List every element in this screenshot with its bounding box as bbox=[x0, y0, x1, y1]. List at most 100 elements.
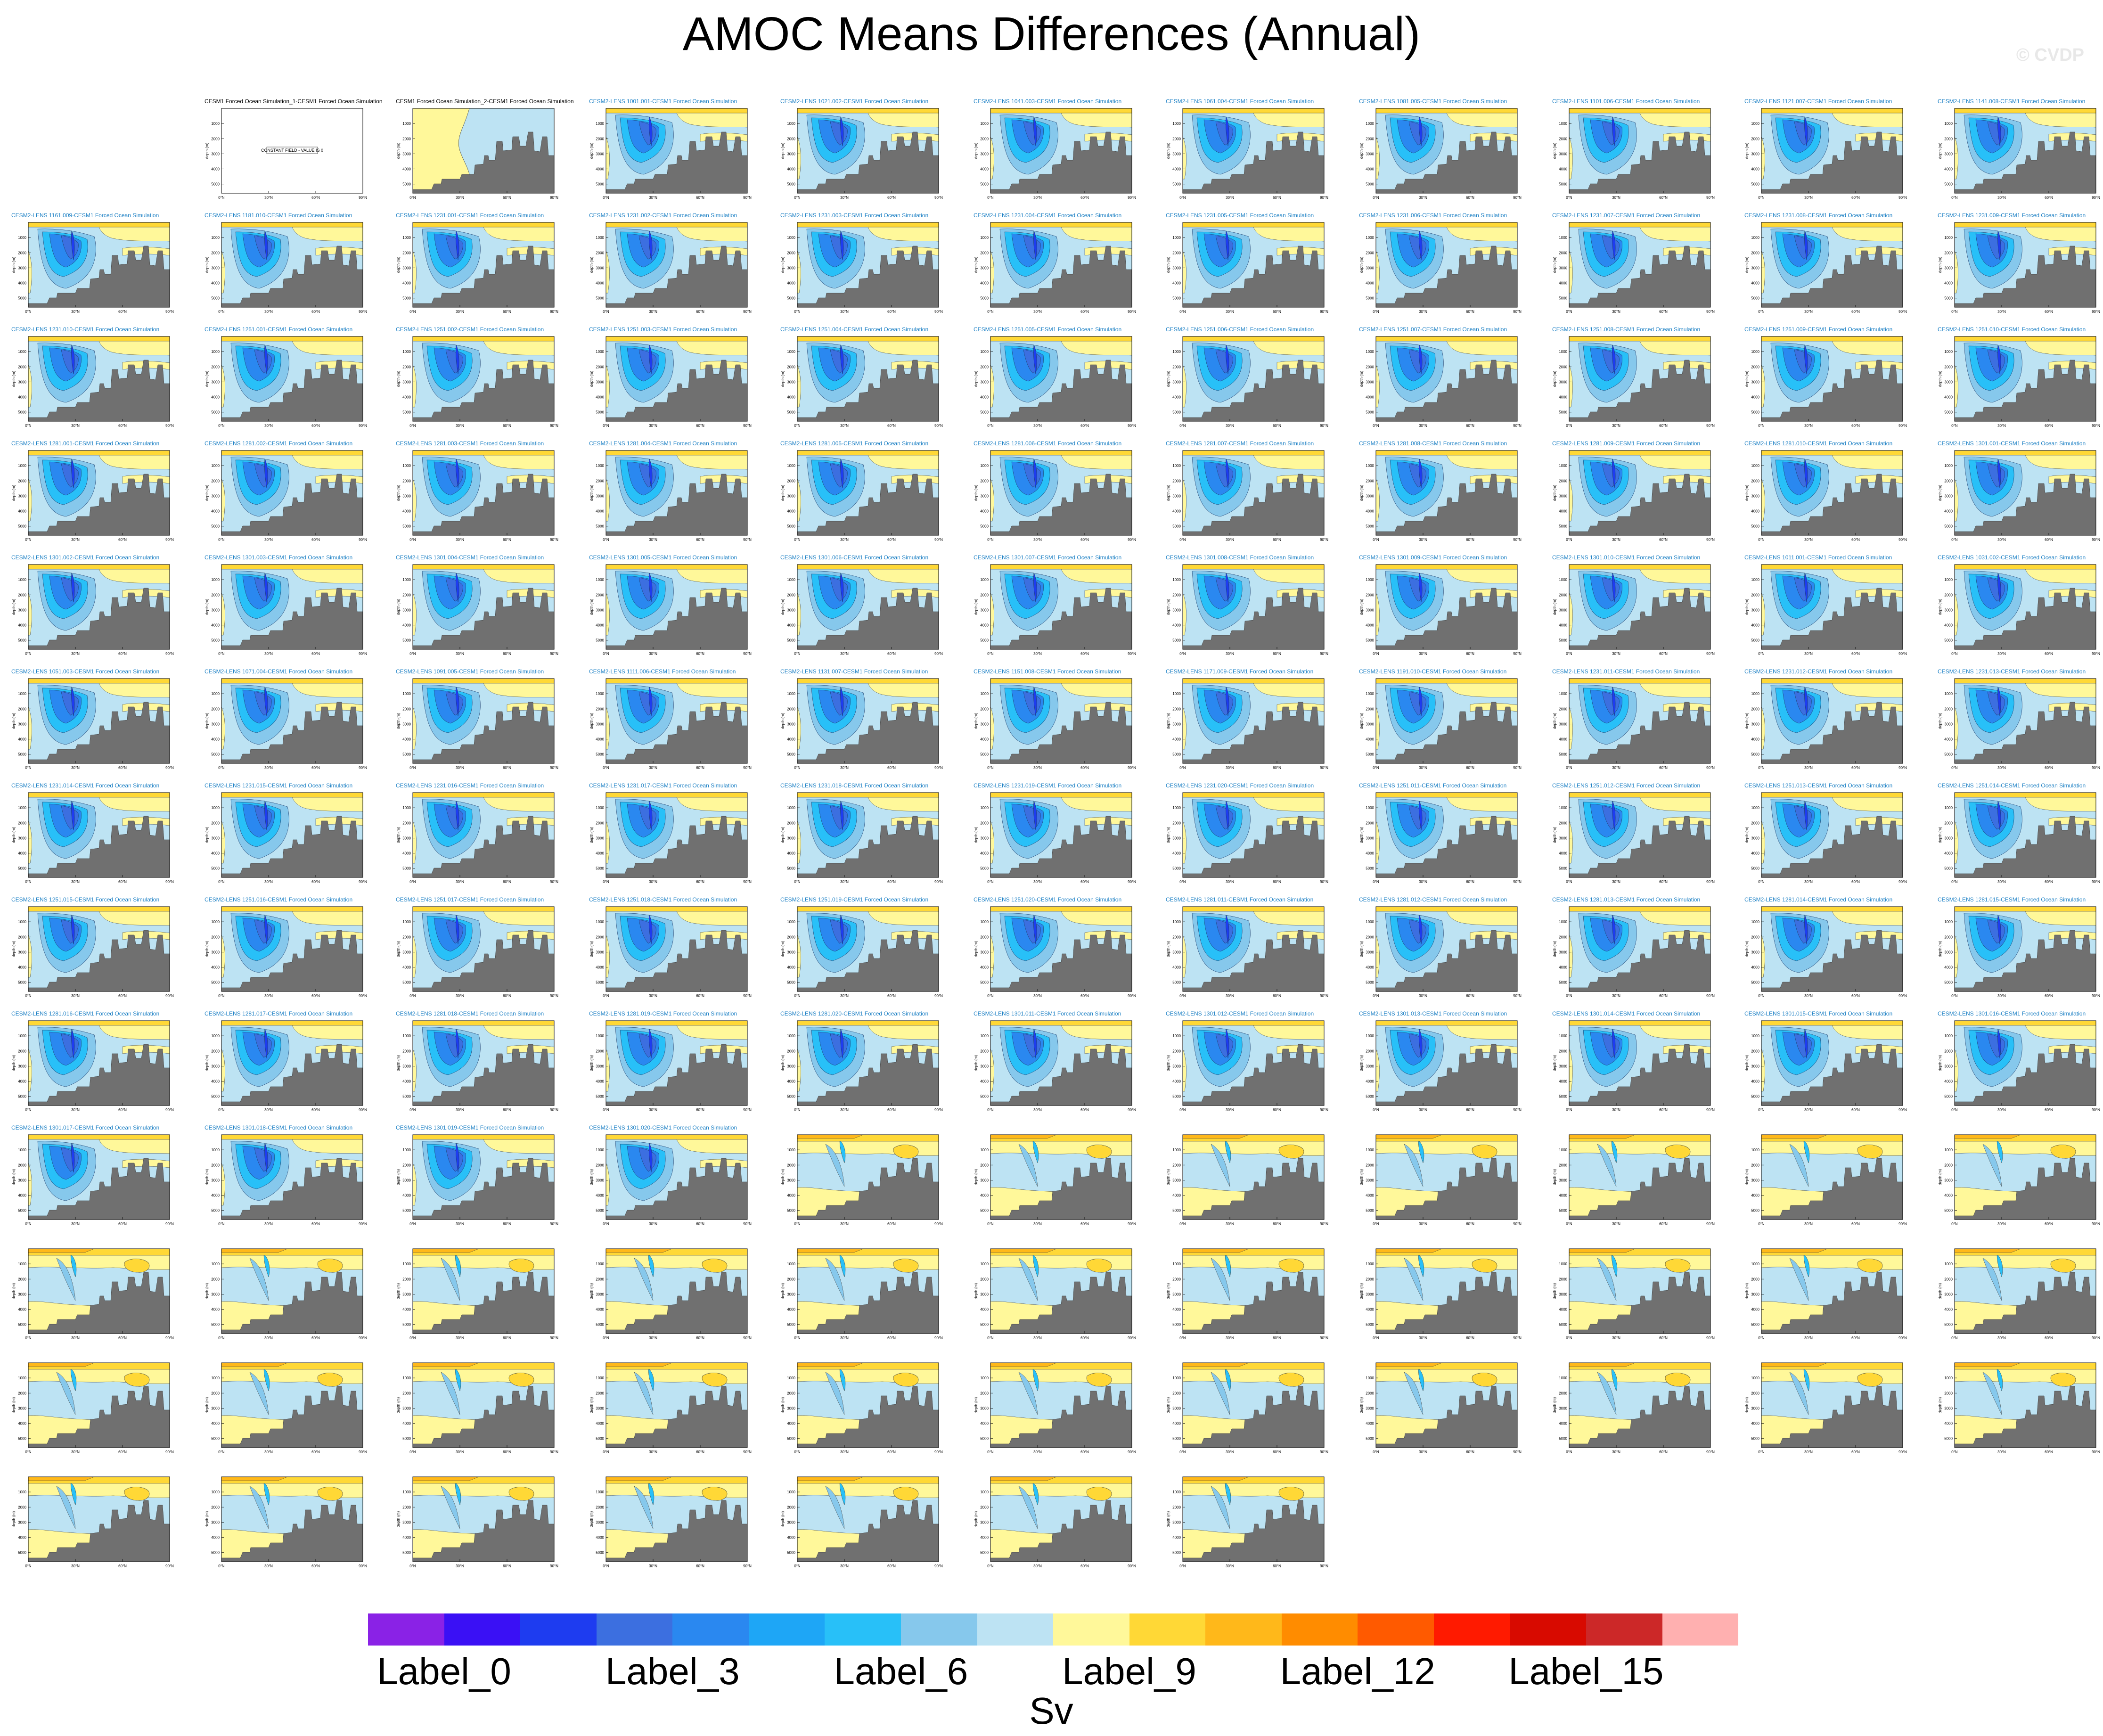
y-tick-label: 1000 bbox=[1559, 122, 1567, 126]
y-axis-label: depth (m) bbox=[781, 599, 785, 615]
y-tick-label: 2000 bbox=[1559, 365, 1567, 369]
amoc-panel: CESM2-LENS 1281.015-CESM1 Forced Ocean S… bbox=[1936, 896, 2103, 1009]
x-tick-label: 60°N bbox=[311, 196, 320, 200]
amoc-panel: CESM2-LENS 1301.017-CESM1 Forced Ocean S… bbox=[9, 1124, 202, 1237]
y-tick-label: 3000 bbox=[1751, 1064, 1759, 1068]
y-tick-label: 1000 bbox=[18, 350, 26, 354]
x-tick-label: 60°N bbox=[1659, 538, 1668, 542]
x-tick-label: 90°N bbox=[1706, 310, 1715, 314]
x-tick-label: 90°N bbox=[1128, 766, 1136, 770]
amoc-panel: CESM2-LENS 1301.006-CESM1 Forced Ocean S… bbox=[778, 554, 971, 667]
x-tick-label: 60°N bbox=[2045, 538, 2053, 542]
y-tick-label: 5000 bbox=[596, 1209, 604, 1213]
x-tick-label: 60°N bbox=[1466, 1108, 1474, 1112]
y-tick-label: 2000 bbox=[1366, 1049, 1374, 1053]
y-tick-label: 1000 bbox=[1751, 1034, 1759, 1038]
y-tick-label: 4000 bbox=[980, 623, 989, 628]
x-tick-label: 60°N bbox=[887, 538, 896, 542]
x-tick-label: 60°N bbox=[118, 538, 127, 542]
y-tick-label: 3000 bbox=[1751, 494, 1759, 498]
y-axis-label: depth (m) bbox=[1553, 1055, 1557, 1072]
x-tick-label: 30°N bbox=[840, 1108, 849, 1112]
x-tick-label: 90°N bbox=[743, 538, 752, 542]
panel-title: CESM2-LENS 1301.011-CESM1 Forced Ocean S… bbox=[974, 1010, 1121, 1017]
y-tick-label: 2000 bbox=[211, 707, 220, 711]
y-tick-label: 2000 bbox=[980, 593, 989, 597]
y-tick-label: 5000 bbox=[1172, 1437, 1181, 1441]
y-tick-label: 3000 bbox=[1172, 1520, 1181, 1524]
x-tick-label: 90°N bbox=[1320, 310, 1328, 314]
y-tick-label: 2000 bbox=[1172, 935, 1181, 939]
y-tick-label: 5000 bbox=[1172, 1551, 1181, 1555]
y-tick-label: 1000 bbox=[1172, 236, 1181, 240]
y-tick-label: 5000 bbox=[1944, 1209, 1953, 1213]
y-tick-label: 1000 bbox=[596, 692, 604, 696]
y-tick-label: 1000 bbox=[1559, 806, 1567, 810]
y-tick-label: 2000 bbox=[1944, 1049, 1953, 1053]
panel-title: CESM2-LENS 1301.020-CESM1 Forced Ocean S… bbox=[589, 1124, 737, 1131]
amoc-panel: CESM2-LENS 1191.010-CESM1 Forced Ocean S… bbox=[1357, 668, 1549, 781]
amoc-panel: CESM2-LENS 1301.020-CESM1 Forced Ocean S… bbox=[587, 1124, 779, 1237]
y-tick-label: 3000 bbox=[211, 152, 220, 156]
x-tick-label: 90°N bbox=[1513, 1336, 1522, 1340]
x-tick-label: 60°N bbox=[1466, 1450, 1474, 1454]
y-axis-label: depth (m) bbox=[1938, 485, 1942, 501]
y-tick-label: 2000 bbox=[211, 821, 220, 825]
y-tick-label: 5000 bbox=[1559, 981, 1567, 985]
x-tick-label: 60°N bbox=[696, 538, 704, 542]
y-tick-label: 3000 bbox=[596, 152, 604, 156]
amoc-panel: 1000 2000 3000 4000 5000 0°N 30°N 60°N 90°N depth… bbox=[9, 1352, 202, 1466]
y-tick-label: 3000 bbox=[1751, 836, 1759, 840]
colorbar-box bbox=[1433, 1613, 1510, 1646]
y-tick-label: 5000 bbox=[211, 1095, 220, 1099]
y-tick-label: 4000 bbox=[1559, 281, 1567, 286]
x-tick-label: 90°N bbox=[1706, 1336, 1715, 1340]
panel-title: CESM2-LENS 1171.009-CESM1 Forced Ocean S… bbox=[1166, 668, 1314, 675]
x-tick-label: 60°N bbox=[118, 994, 127, 998]
x-tick-label: 90°N bbox=[359, 994, 367, 998]
y-tick-label: 4000 bbox=[1751, 1080, 1759, 1084]
x-tick-label: 0°N bbox=[794, 1108, 801, 1112]
amoc-panel: CESM2-LENS 1231.013-CESM1 Forced Ocean S… bbox=[1936, 668, 2103, 781]
y-tick-label: 1000 bbox=[1172, 920, 1181, 924]
y-tick-label: 2000 bbox=[1559, 137, 1567, 141]
y-tick-label: 5000 bbox=[1172, 1209, 1181, 1213]
y-tick-label: 1000 bbox=[1172, 1262, 1181, 1266]
panel-title: CESM2-LENS 1181.010-CESM1 Forced Ocean S… bbox=[205, 212, 352, 219]
y-tick-label: 2000 bbox=[1944, 1391, 1953, 1395]
x-tick-label: 60°N bbox=[1851, 766, 1860, 770]
x-tick-label: 90°N bbox=[1898, 424, 1907, 428]
y-tick-label: 3000 bbox=[980, 266, 989, 270]
y-tick-label: 3000 bbox=[596, 1520, 604, 1524]
amoc-panel: 1000 2000 3000 4000 5000 0°N 30°N 60°N 90°N depth… bbox=[1743, 1124, 1935, 1237]
y-tick-label: 2000 bbox=[1172, 1277, 1181, 1281]
y-tick-label: 5000 bbox=[787, 1551, 795, 1555]
amoc-panel: 1000 2000 3000 4000 5000 0°N 30°N 60°N 90°N depth… bbox=[394, 1238, 586, 1351]
y-tick-label: 4000 bbox=[1172, 623, 1181, 628]
amoc-panel: CESM2-LENS 1231.004-CESM1 Forced Ocean S… bbox=[972, 212, 1164, 325]
x-tick-label: 30°N bbox=[1033, 1564, 1042, 1568]
x-tick-label: 0°N bbox=[1373, 424, 1379, 428]
x-tick-label: 0°N bbox=[1373, 310, 1379, 314]
y-tick-label: 4000 bbox=[787, 395, 795, 400]
amoc-panel: 1000 2000 3000 4000 5000 0°N 30°N 60°N 90°N depth… bbox=[1164, 1238, 1356, 1351]
y-tick-label: 5000 bbox=[980, 1095, 989, 1099]
x-tick-label: 90°N bbox=[1898, 1450, 1907, 1454]
y-tick-label: 2000 bbox=[1172, 1391, 1181, 1395]
y-tick-label: 4000 bbox=[1751, 281, 1759, 286]
x-tick-label: 60°N bbox=[503, 1222, 511, 1226]
y-tick-label: 1000 bbox=[1559, 692, 1567, 696]
panel-title: CESM2-LENS 1251.017-CESM1 Forced Ocean S… bbox=[396, 896, 544, 903]
y-tick-label: 3000 bbox=[1944, 1064, 1953, 1068]
x-tick-label: 30°N bbox=[1226, 538, 1234, 542]
x-tick-label: 30°N bbox=[649, 1108, 657, 1112]
x-tick-label: 90°N bbox=[1320, 766, 1328, 770]
y-tick-label: 5000 bbox=[18, 524, 26, 529]
y-tick-label: 3000 bbox=[18, 1178, 26, 1182]
